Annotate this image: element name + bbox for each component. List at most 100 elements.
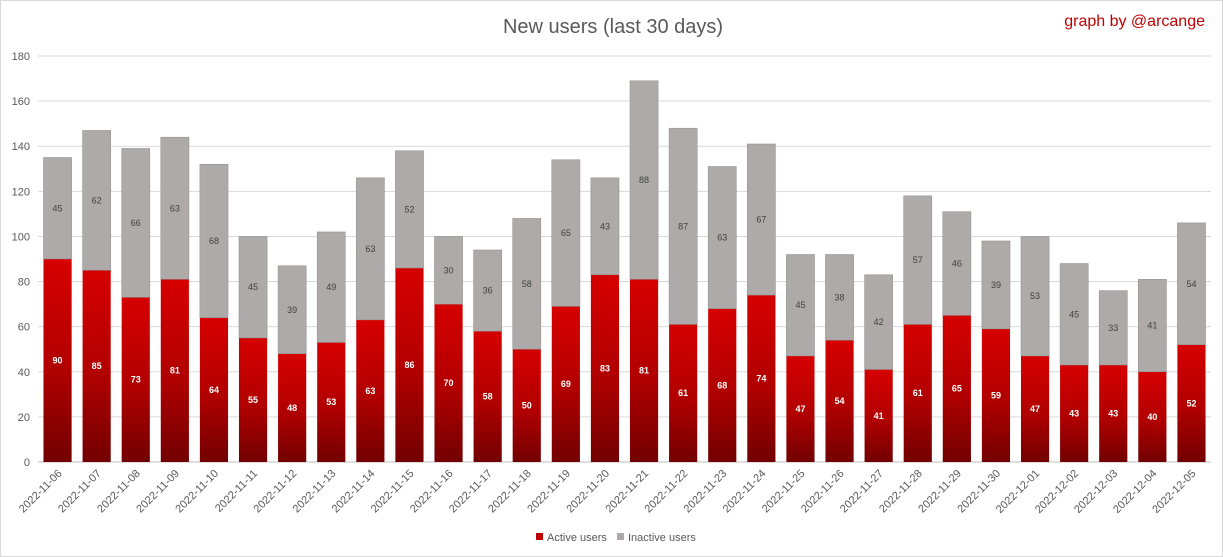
- data-label-active: 47: [1030, 404, 1040, 414]
- data-label-active: 68: [717, 380, 727, 390]
- bar-inactive: [551, 159, 581, 307]
- bar-active: [1060, 365, 1089, 462]
- data-label-inactive: 63: [170, 203, 180, 213]
- data-label-inactive: 39: [991, 280, 1001, 290]
- data-label-inactive: 30: [444, 265, 454, 275]
- data-label-inactive: 45: [248, 282, 258, 292]
- bar-active: [551, 306, 580, 462]
- data-label-active: 63: [365, 386, 375, 396]
- legend: Active users Inactive users: [536, 532, 696, 544]
- data-label-active: 85: [92, 361, 102, 371]
- legend-swatch-active: [536, 533, 543, 540]
- bar-active: [786, 355, 815, 462]
- data-label-inactive: 58: [522, 279, 532, 289]
- data-label-active: 69: [561, 379, 571, 389]
- data-label-active: 65: [952, 384, 962, 394]
- data-label-inactive: 36: [483, 286, 493, 296]
- bar-active: [1099, 365, 1128, 462]
- data-label-active: 61: [678, 388, 688, 398]
- bar-inactive: [434, 236, 463, 305]
- y-tick-label: 180: [12, 51, 30, 63]
- bar-active: [356, 319, 385, 462]
- bar-active: [512, 349, 541, 462]
- data-label-inactive: 63: [717, 233, 727, 243]
- data-label-inactive: 68: [209, 236, 219, 246]
- data-label-inactive: 45: [795, 300, 805, 310]
- data-label-inactive: 42: [874, 317, 884, 327]
- data-label-inactive: 88: [639, 175, 649, 185]
- bar-active: [473, 331, 502, 462]
- bar-inactive: [903, 195, 933, 325]
- bar-inactive: [121, 148, 151, 298]
- bar-inactive: [1177, 222, 1206, 345]
- data-label-inactive: 65: [561, 228, 571, 238]
- bar-active: [1177, 344, 1206, 462]
- data-label-active: 41: [874, 411, 884, 421]
- bar-active: [43, 259, 72, 462]
- bar-active: [434, 304, 463, 462]
- bar-inactive: [981, 240, 1011, 330]
- bar-inactive: [864, 274, 893, 370]
- data-label-active: 43: [1108, 409, 1118, 419]
- bar-active: [199, 317, 229, 462]
- chart-credit: graph by @arcange: [1064, 13, 1205, 30]
- bar-inactive: [43, 157, 72, 260]
- data-label-inactive: 87: [678, 221, 688, 231]
- legend-label-active: Active users: [547, 532, 607, 544]
- bar-active: [903, 324, 932, 462]
- chart-title: New users (last 30 days): [503, 16, 723, 38]
- data-label-active: 90: [53, 356, 63, 366]
- bar-inactive: [786, 254, 815, 357]
- bar-active: [825, 340, 854, 462]
- y-tick-label: 40: [18, 367, 30, 379]
- bar-active: [317, 342, 346, 462]
- y-tick-label: 100: [12, 231, 30, 243]
- bar-inactive: [1059, 263, 1089, 366]
- data-label-inactive: 46: [952, 259, 962, 269]
- data-label-active: 64: [209, 385, 219, 395]
- y-tick-label: 80: [18, 277, 30, 289]
- data-label-active: 70: [444, 378, 454, 388]
- y-tick-label: 20: [18, 412, 30, 424]
- y-tick-label: 0: [24, 457, 30, 469]
- bar-inactive: [747, 143, 776, 296]
- bar-inactive: [160, 136, 190, 280]
- bar-inactive: [512, 218, 542, 350]
- data-label-inactive: 45: [1069, 309, 1079, 319]
- y-tick-label: 120: [12, 186, 30, 198]
- data-label-inactive: 53: [1030, 291, 1040, 301]
- bar-inactive: [707, 166, 737, 309]
- bar-active: [669, 324, 698, 462]
- bar-inactive: [316, 231, 346, 343]
- bar-active: [395, 268, 424, 462]
- legend-label-inactive: Inactive users: [628, 532, 696, 544]
- data-label-active: 59: [991, 390, 1001, 400]
- y-tick-label: 140: [12, 141, 30, 153]
- x-axis: 2022-11-062022-11-072022-11-082022-11-09…: [17, 468, 1199, 516]
- bar-inactive: [356, 177, 385, 321]
- y-axis: 0 20 40 60 80 100 120 140 160 180: [12, 51, 30, 469]
- data-label-active: 52: [1186, 398, 1196, 408]
- bar-active: [942, 315, 971, 462]
- data-label-active: 55: [248, 395, 258, 405]
- bar-active: [1020, 355, 1050, 462]
- bar-active: [629, 279, 659, 462]
- data-label-inactive: 66: [131, 218, 141, 228]
- bar-inactive: [1138, 279, 1167, 373]
- bar-active: [82, 270, 111, 462]
- data-label-inactive: 43: [600, 221, 610, 231]
- data-label-inactive: 49: [326, 282, 336, 292]
- data-label-inactive: 52: [404, 204, 414, 214]
- bar-active: [981, 328, 1011, 462]
- bar-inactive: [395, 150, 424, 269]
- bar-inactive: [277, 265, 307, 354]
- bar-active: [121, 297, 150, 462]
- data-label-active: 43: [1069, 409, 1079, 419]
- data-label-inactive: 57: [913, 255, 923, 265]
- legend-swatch-inactive: [617, 533, 624, 540]
- data-label-inactive: 39: [287, 305, 297, 315]
- data-label-active: 73: [131, 375, 141, 385]
- data-label-active: 58: [483, 392, 493, 402]
